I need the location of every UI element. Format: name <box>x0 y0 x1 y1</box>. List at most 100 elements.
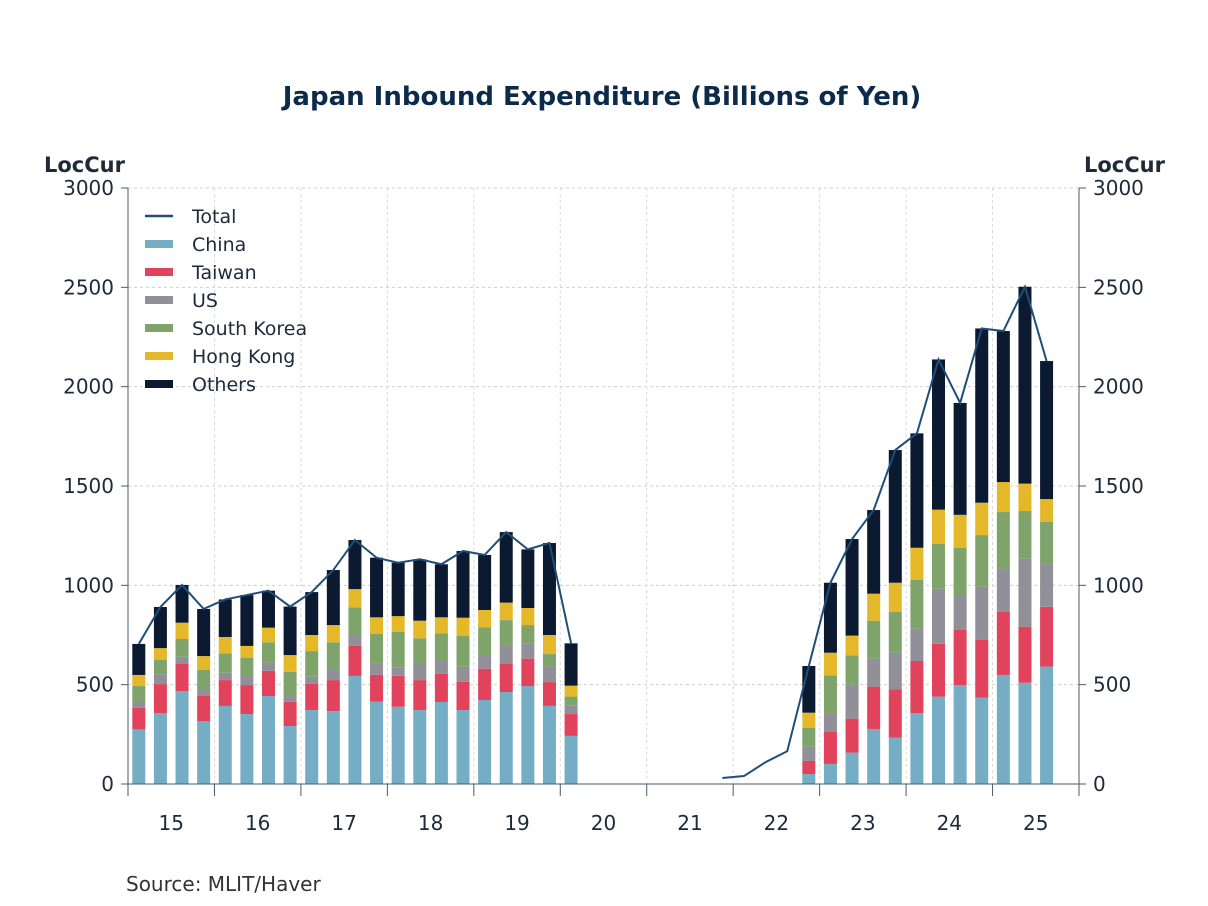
bar-us <box>823 714 837 732</box>
legend-label-others: Others <box>192 374 256 396</box>
bar-us <box>197 689 211 696</box>
bar-hong-kong <box>975 502 989 536</box>
legend-swatch-us <box>145 296 173 304</box>
bar-china <box>175 691 189 784</box>
bar-south-korea <box>197 669 211 690</box>
bar-taiwan <box>153 684 167 714</box>
x-tick-label: 24 <box>937 811 962 835</box>
legend-swatch-china <box>145 240 173 248</box>
bar-china <box>305 710 319 784</box>
y-tick-label-left: 1000 <box>63 573 114 597</box>
bar-others <box>975 328 989 503</box>
bar-us <box>932 588 946 644</box>
bar-us <box>391 667 405 676</box>
bar-south-korea <box>218 653 232 673</box>
bar-taiwan <box>132 707 146 730</box>
bar-us <box>1040 564 1054 607</box>
bar-hong-kong <box>1018 483 1032 512</box>
bar-china <box>845 752 859 784</box>
bar-taiwan <box>348 645 362 676</box>
bar-others <box>197 608 211 657</box>
bar-taiwan <box>888 689 902 738</box>
bar-hong-kong <box>867 593 881 621</box>
bar-taiwan <box>845 718 859 753</box>
bar-hong-kong <box>499 602 513 621</box>
x-tick-label: 21 <box>677 811 702 835</box>
bar-china <box>197 721 211 784</box>
bar-south-korea <box>326 642 340 670</box>
bar-south-korea <box>261 642 275 663</box>
bar-others <box>478 554 492 610</box>
y-tick-label-left: 2500 <box>63 275 114 299</box>
bar-us <box>240 675 254 686</box>
legend-swatch-others <box>145 380 173 388</box>
bar-hong-kong <box>434 617 448 634</box>
bar-south-korea <box>975 535 989 587</box>
bar-hong-kong <box>240 645 254 658</box>
y-tick-label-right: 2000 <box>1093 375 1144 399</box>
bar-china <box>391 706 405 784</box>
bar-china <box>953 685 967 784</box>
y-axis-label-right: LocCur <box>1084 153 1166 177</box>
bar-china <box>261 695 275 784</box>
bar-others <box>218 599 232 637</box>
bar-taiwan <box>326 680 340 712</box>
bar-south-korea <box>348 607 362 635</box>
bar-us <box>456 666 470 682</box>
bar-us <box>910 628 924 662</box>
bar-taiwan <box>975 639 989 698</box>
bar-south-korea <box>867 620 881 659</box>
bar-china <box>867 728 881 784</box>
bar-hong-kong <box>456 617 470 636</box>
bar-others <box>348 540 362 590</box>
legend-label-china: China <box>192 234 246 256</box>
bar-south-korea <box>823 675 837 715</box>
bar-others <box>305 592 319 635</box>
bar-south-korea <box>499 620 513 645</box>
bar-south-korea <box>305 651 319 677</box>
bar-china <box>132 729 146 784</box>
bar-south-korea <box>456 635 470 667</box>
x-tick-label: 16 <box>245 811 270 835</box>
bar-south-korea <box>932 544 946 589</box>
bar-taiwan <box>910 661 924 714</box>
bar-south-korea <box>888 611 902 653</box>
bar-others <box>542 543 556 635</box>
bar-china <box>153 713 167 784</box>
bar-hong-kong <box>413 620 427 639</box>
bar-others <box>326 570 340 626</box>
bar-taiwan <box>370 674 384 702</box>
bar-taiwan <box>218 680 232 706</box>
bar-china <box>802 774 816 784</box>
bar-hong-kong <box>261 627 275 643</box>
bar-us <box>370 663 384 675</box>
bar-others <box>391 562 405 617</box>
bar-others <box>434 564 448 618</box>
bar-us <box>542 666 556 683</box>
total-line-layer <box>137 283 1048 780</box>
legend-label-taiwan: Taiwan <box>191 262 257 284</box>
bar-us <box>1018 558 1032 627</box>
bar-china <box>370 701 384 784</box>
bar-us <box>996 568 1010 612</box>
total-line <box>137 530 573 645</box>
bar-hong-kong <box>478 609 492 628</box>
total-line <box>722 283 1048 780</box>
bar-south-korea <box>240 657 254 676</box>
bar-us <box>434 660 448 674</box>
bar-south-korea <box>283 671 297 695</box>
bar-hong-kong <box>305 635 319 652</box>
bar-taiwan <box>953 629 967 686</box>
bar-china <box>348 675 362 784</box>
bar-us <box>132 700 146 708</box>
bar-others <box>370 557 384 618</box>
bar-others <box>1018 286 1032 484</box>
x-tick-label: 25 <box>1023 811 1048 835</box>
bar-taiwan <box>542 682 556 706</box>
legend: Total China Taiwan US South Korea Hong Kong Ot… <box>145 206 307 396</box>
bar-south-korea <box>153 660 167 675</box>
bar-china <box>996 674 1010 784</box>
bar-china <box>478 699 492 784</box>
bar-hong-kong <box>845 635 859 656</box>
bar-china <box>564 735 578 784</box>
